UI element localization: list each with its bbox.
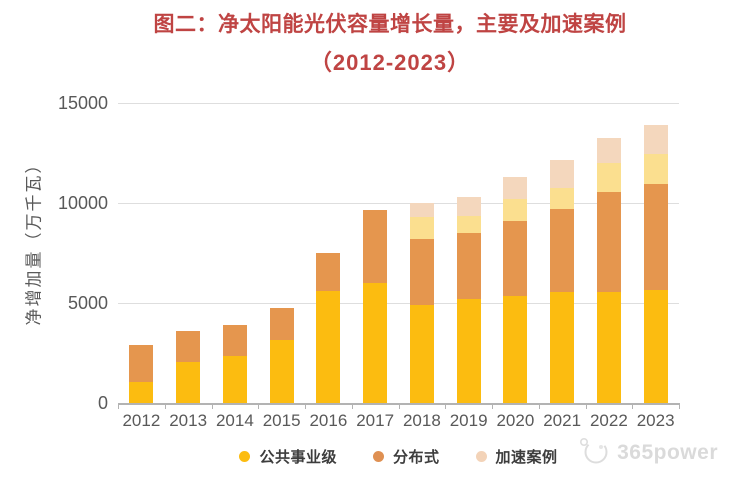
x-axis-tick [305, 403, 306, 409]
y-tick-label: 5000 [67, 293, 108, 313]
y-tick-label: 15000 [57, 93, 108, 113]
x-tick-label: 2012 [122, 411, 161, 430]
bar-segment [316, 253, 341, 291]
bar-segment [409, 305, 434, 403]
bar-segment [316, 291, 341, 403]
bar-segment [269, 340, 294, 403]
bar-segment [176, 331, 201, 362]
x-axis-tick [258, 403, 260, 409]
bar-2014 [222, 325, 247, 403]
legend-dot [475, 451, 487, 462]
x-axis-tick [538, 403, 540, 409]
x-tick-label: 2019 [449, 411, 488, 430]
bar-segment [409, 239, 434, 305]
x-tick-label: 2020 [496, 411, 535, 430]
watermark-text: 365power [617, 440, 718, 464]
bar-segment [643, 184, 668, 290]
bar-2017 [363, 210, 388, 403]
bar-segment [643, 125, 668, 154]
legend-dot [372, 451, 384, 462]
x-axis-tick [492, 403, 493, 409]
bar-segment [596, 292, 621, 403]
x-tick-label: 2018 [402, 411, 441, 430]
legend-item: 公共事业级 [239, 446, 337, 467]
bar-segment [456, 233, 481, 299]
bar-segment [643, 154, 668, 184]
bar-segment [363, 283, 388, 403]
bar-segment [503, 177, 528, 199]
bar-2020 [503, 177, 528, 403]
legend-item: 加速案例 [475, 446, 558, 467]
bar-segment [503, 221, 528, 296]
bar-segment [550, 209, 575, 292]
bar-segment [596, 138, 621, 163]
legend-dot [239, 451, 251, 462]
x-tick-label: 2023 [636, 411, 675, 430]
legend-label: 分布式 [392, 449, 440, 466]
bar-2016 [316, 253, 341, 403]
bar-2022 [596, 138, 621, 403]
bar-segment [129, 345, 154, 382]
bar-segment [269, 308, 294, 340]
bar-segment [596, 192, 621, 292]
bar-segment [456, 216, 481, 233]
x-axis-tick [164, 403, 166, 409]
gridline [118, 203, 679, 204]
gridline [118, 103, 679, 104]
bar-segment [129, 382, 154, 403]
bar-segment [503, 296, 528, 403]
bar-2018 [409, 203, 434, 403]
bar-segment [550, 188, 575, 209]
bar-segment [643, 290, 668, 403]
legend-item: 分布式 [372, 446, 440, 467]
y-tick-label: 0 [97, 393, 108, 413]
bar-segment [503, 199, 528, 221]
bar-segment [456, 299, 481, 403]
x-axis-tick [211, 403, 213, 409]
bar-2019 [456, 197, 481, 403]
legend: 公共事业级 分布式 加速案例 [118, 446, 679, 467]
plot-area: 0 5000 10000 15000 2012 2013 2014 2015 2016 2017 2… [58, 93, 680, 430]
bar-2015 [269, 308, 294, 403]
bar-segment [409, 217, 434, 239]
365power-logo-icon [576, 433, 612, 472]
y-tick-label: 10000 [57, 193, 108, 213]
gridline [118, 303, 679, 304]
x-axis-tick [679, 403, 680, 409]
watermark: 365power [576, 433, 718, 472]
bar-2012 [129, 345, 154, 403]
x-tick-label: 2015 [262, 411, 301, 430]
bar-segment [596, 163, 621, 192]
x-tick-label: 2016 [309, 411, 348, 430]
chart-title-block: 图二：净太阳能光伏容量增长量，主要及加速案例 （2012-2023） [44, 11, 736, 77]
x-axis-tick [585, 403, 587, 409]
x-axis-tick [351, 403, 353, 409]
chart-title: 图二：净太阳能光伏容量增长量，主要及加速案例 [153, 13, 627, 36]
x-tick-label: 2022 [589, 411, 628, 430]
x-tick-label: 2021 [543, 411, 582, 430]
chart-subtitle: （2012-2023） [309, 50, 471, 76]
bar-2021 [550, 160, 575, 403]
legend-label: 加速案例 [495, 449, 558, 466]
bar-segment [550, 160, 575, 188]
bar-segment [456, 197, 481, 216]
bar-segment [409, 203, 434, 217]
x-axis-tick [398, 403, 400, 409]
bar-2013 [176, 331, 201, 403]
x-axis-tick [632, 403, 634, 409]
bar-segment [363, 210, 388, 283]
bar-segment [222, 356, 247, 403]
bar-2023 [643, 125, 668, 403]
x-tick-label: 2013 [169, 411, 208, 430]
x-tick-label: 2017 [356, 411, 395, 430]
legend-label: 公共事业级 [259, 449, 337, 466]
bar-segment [550, 292, 575, 403]
bar-segment [176, 362, 201, 403]
x-axis-tick [445, 403, 447, 409]
x-tick-label: 2014 [215, 411, 254, 430]
x-axis-tick [118, 403, 119, 409]
bar-segment [222, 325, 247, 356]
